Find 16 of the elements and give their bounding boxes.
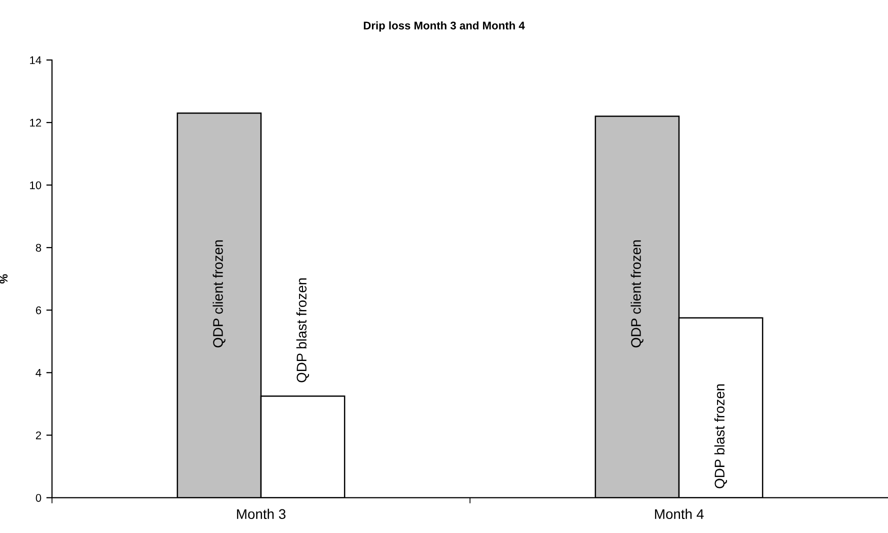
y-tick-label: 4	[36, 369, 42, 377]
x-tick-label: Month 3	[237, 508, 286, 520]
y-tick-label: 10	[30, 181, 42, 190]
y-tick-label: 12	[30, 118, 42, 127]
y-tick-label: 8	[36, 244, 42, 252]
y-tick-label: 2	[36, 431, 42, 440]
text: QDP blast frozen	[296, 278, 310, 382]
x-tick-label: Month 4	[655, 508, 704, 520]
chart-title: Drip loss Month 3 and Month 4	[364, 21, 525, 32]
y-tick-label: 0	[36, 494, 42, 502]
series-label: QDP blast frozen	[714, 384, 728, 488]
y-tick-label: 14	[30, 56, 42, 64]
series-label: QDP client frozen	[212, 240, 226, 348]
y-axis-title: %	[0, 274, 8, 284]
text: QDP client frozen	[630, 240, 644, 348]
y-tick-label: 6	[36, 306, 42, 314]
